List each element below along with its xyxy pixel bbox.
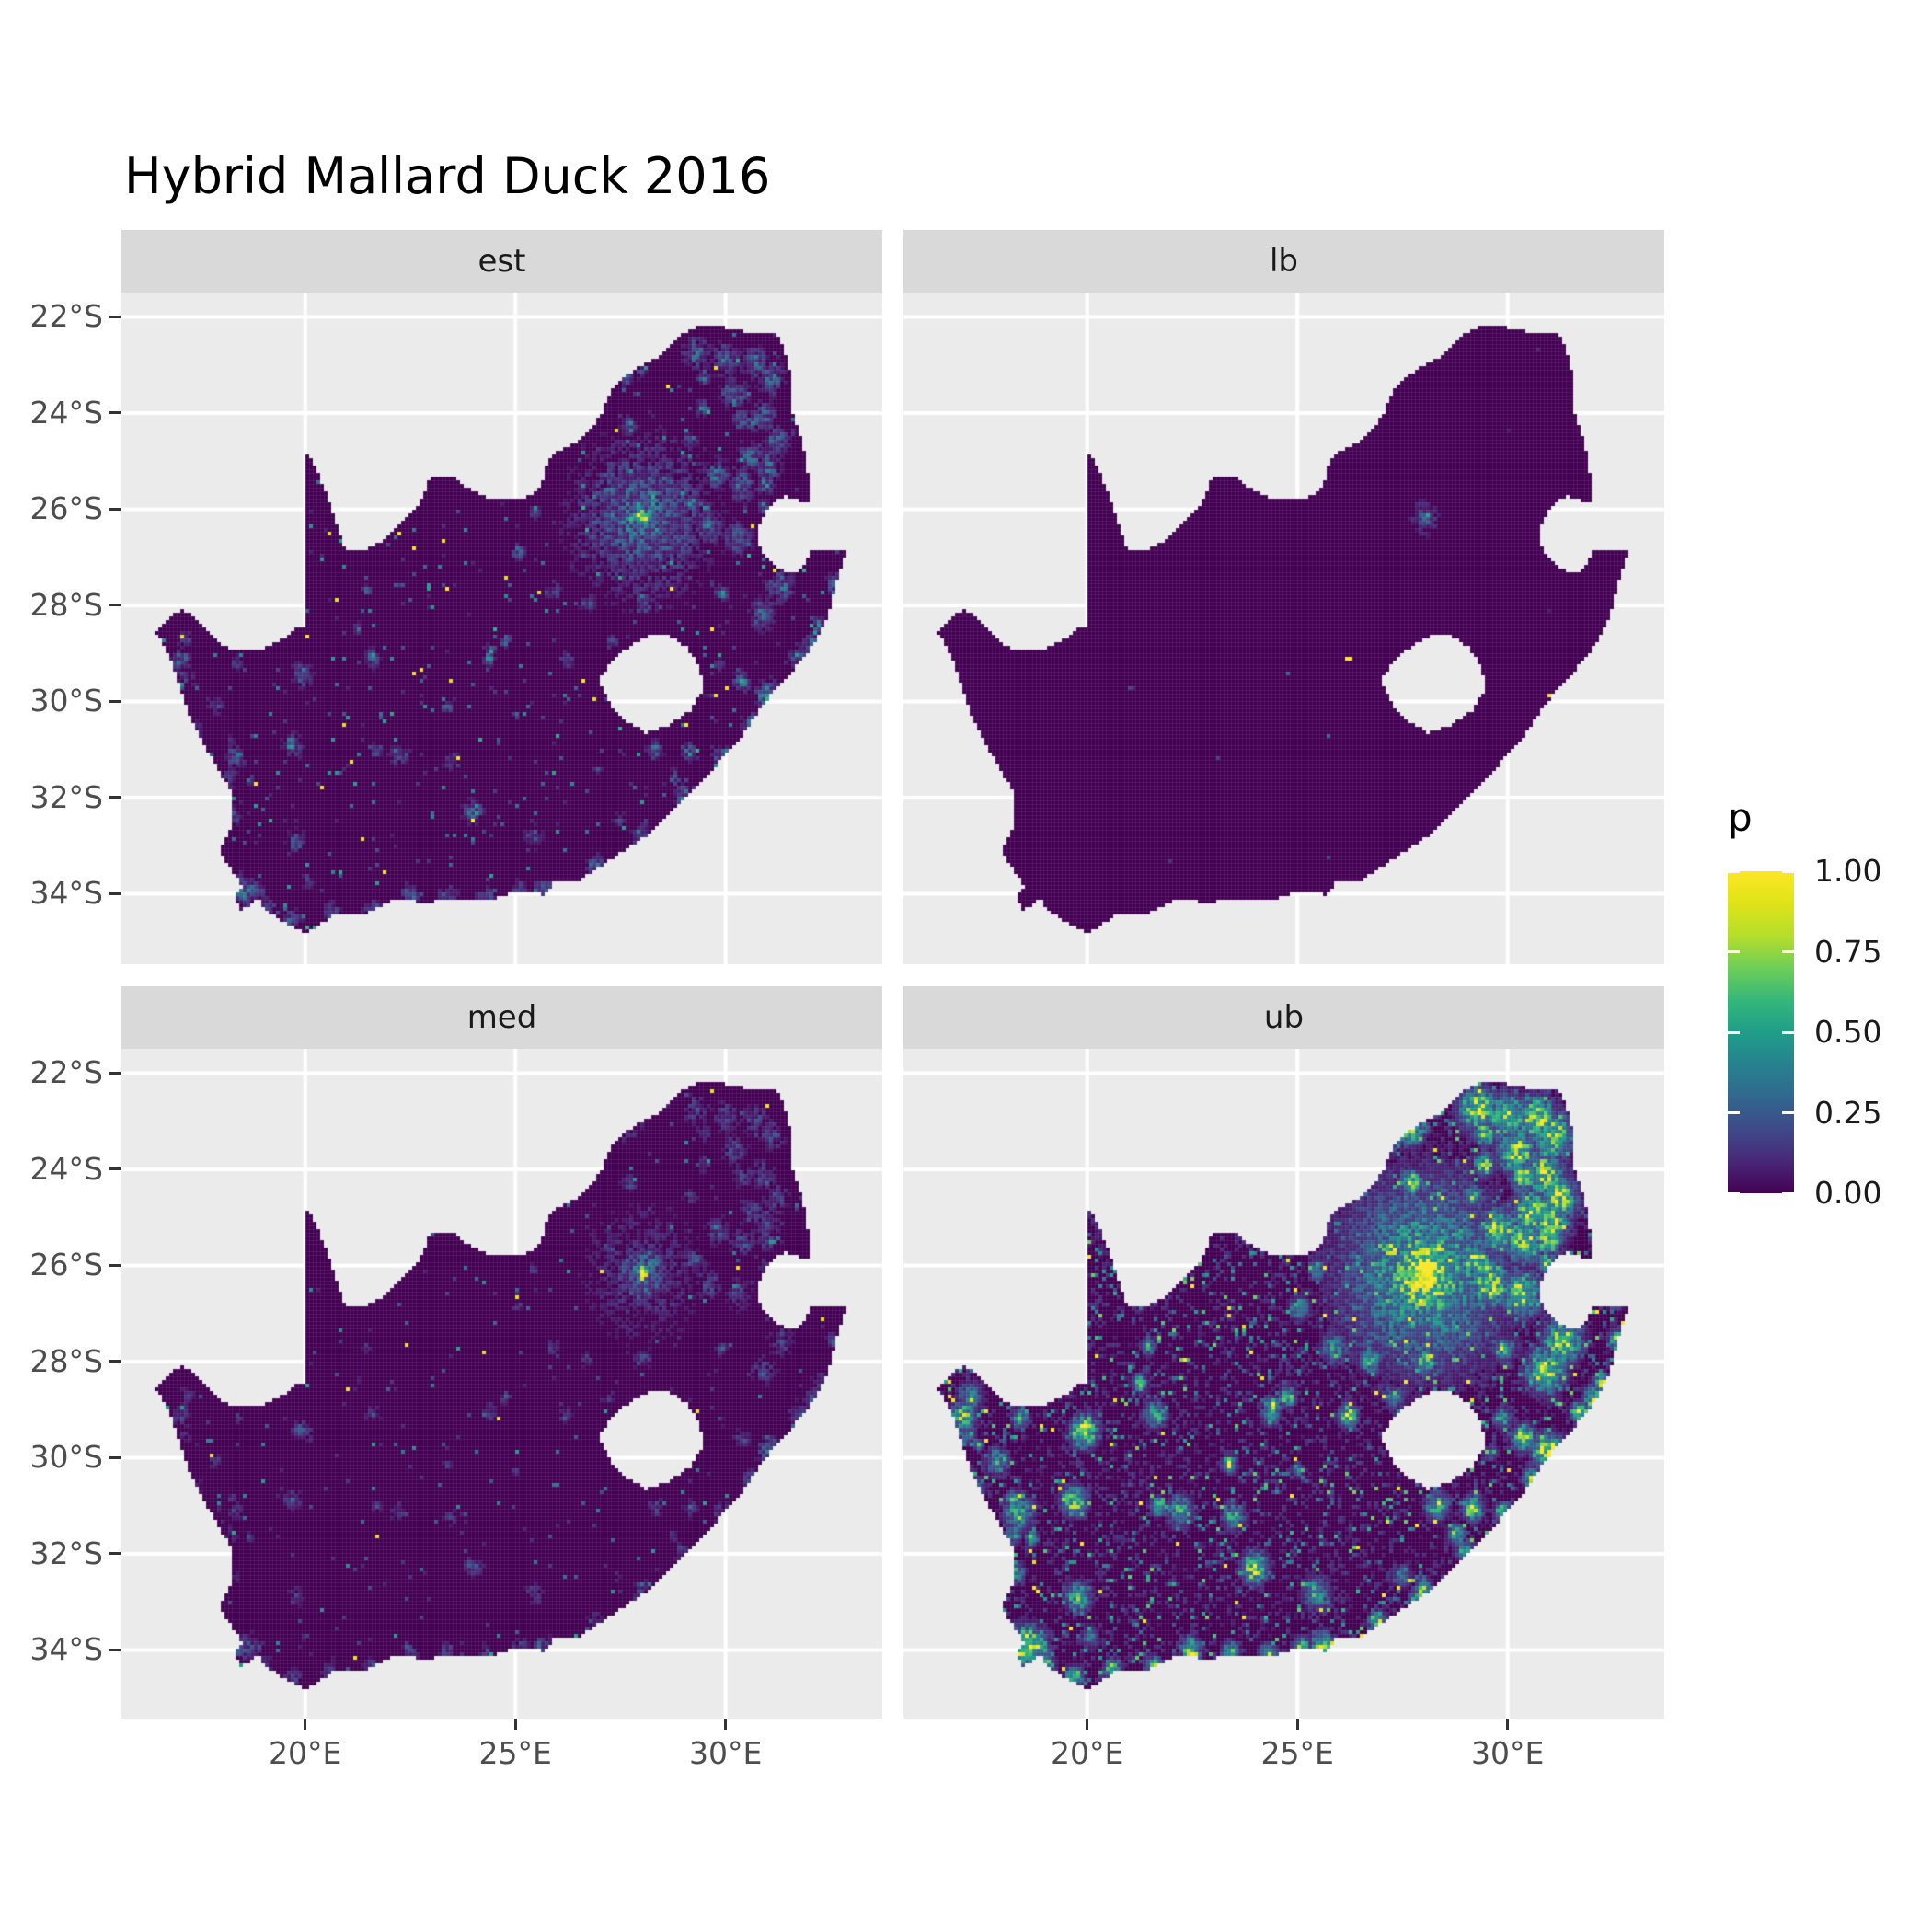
plot-title: Hybrid Mallard Duck 2016 [124,147,771,205]
x-axis-tick [1506,1719,1510,1730]
x-axis-label: 20°E [269,1735,342,1771]
y-axis-tick [109,507,121,511]
x-axis-tick [724,1719,728,1730]
legend-break-tick [1728,1031,1740,1034]
y-axis-label: 30°S [29,1439,103,1476]
y-axis-label: 24°S [29,394,103,431]
y-axis-label: 32°S [29,778,103,815]
legend-break-tick [1728,950,1740,953]
facet-strip-label-lb: lb [1269,243,1299,280]
legend-label-0.00: 0.00 [1814,1175,1882,1211]
legend-label-1.00: 1.00 [1814,853,1882,889]
y-axis-tick [109,699,121,703]
y-axis-tick [109,1552,121,1556]
x-axis-label: 20°E [1051,1735,1124,1771]
y-axis-label: 24°S [29,1150,103,1187]
facet-strip-ub: ub [903,986,1664,1049]
y-axis-label: 22°S [29,1054,103,1091]
facet-strip-lb: lb [903,230,1664,293]
legend-break-tick [1728,1111,1740,1114]
y-axis-label: 34°S [29,875,103,912]
y-axis-label: 28°S [29,1342,103,1379]
legend-label-0.50: 0.50 [1814,1014,1882,1050]
legend-break-tick [1728,871,1740,873]
legend-title: p [1728,795,1753,840]
x-axis-label: 30°E [1471,1735,1545,1771]
y-axis-tick [109,891,121,895]
y-axis-label: 32°S [29,1535,103,1571]
legend-break-tick [1728,1192,1740,1193]
legend-colorbar [1728,871,1794,1193]
facet-strip-label-med: med [466,999,537,1036]
y-axis-tick [109,1167,121,1171]
legend-break-tick [1782,950,1794,953]
y-axis-tick [109,1263,121,1267]
y-axis-tick [109,1455,121,1459]
facet-strip-est: est [121,230,882,293]
y-axis-label: 26°S [29,1247,103,1283]
map-panel-ub [903,1049,1664,1719]
x-axis-label: 30°E [689,1735,763,1771]
y-axis-tick [109,1360,121,1363]
x-axis-tick [1086,1719,1089,1730]
legend-break-tick [1782,1192,1794,1193]
facet-strip-med: med [121,986,882,1049]
legend-break-tick [1782,871,1794,873]
legend-label-0.75: 0.75 [1814,934,1882,970]
y-axis-label: 28°S [29,586,103,623]
y-axis-tick [109,315,121,318]
x-axis-tick [1295,1719,1299,1730]
y-axis-tick [109,411,121,415]
map-panel-est [121,293,882,964]
facet-strip-label-est: est [477,243,526,280]
y-axis-label: 22°S [29,298,103,335]
y-axis-label: 34°S [29,1631,103,1668]
facet-strip-label-ub: ub [1263,999,1305,1036]
y-axis-label: 26°S [29,490,103,527]
y-axis-tick [109,1648,121,1651]
x-axis-label: 25°E [1260,1735,1334,1771]
legend-break-tick [1782,1111,1794,1114]
y-axis-tick [109,604,121,607]
legend-break-tick [1782,1031,1794,1034]
map-panel-lb [903,293,1664,964]
y-axis-tick [109,1071,121,1075]
y-axis-label: 30°S [29,683,103,719]
legend-label-0.25: 0.25 [1814,1095,1882,1131]
map-panel-med [121,1049,882,1719]
x-axis-label: 25°E [478,1735,552,1771]
x-axis-tick [304,1719,307,1730]
y-axis-tick [109,796,121,799]
x-axis-tick [513,1719,517,1730]
